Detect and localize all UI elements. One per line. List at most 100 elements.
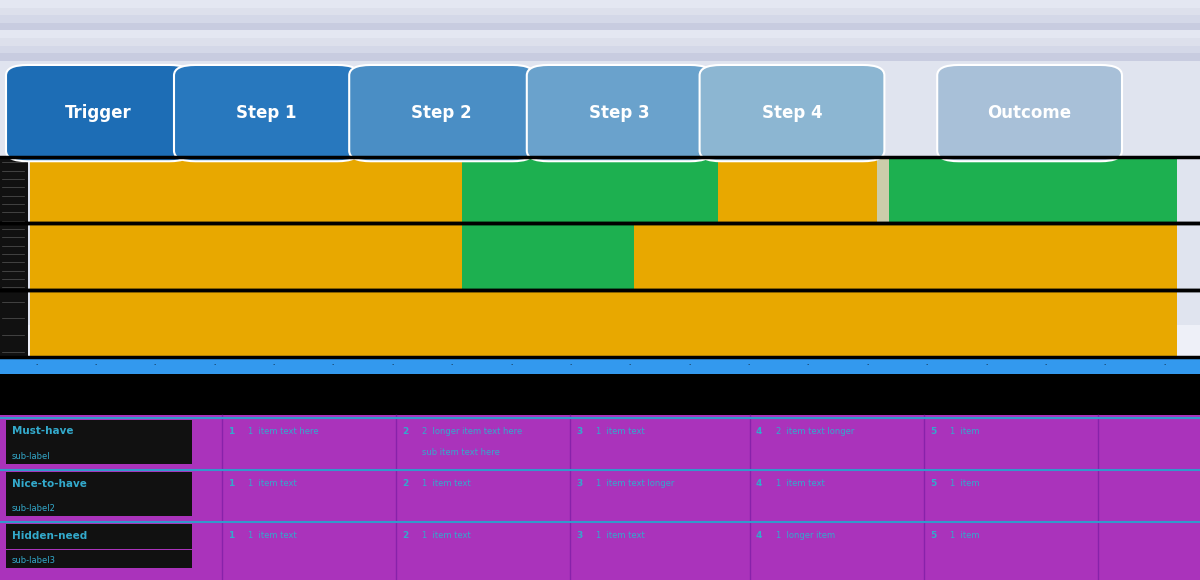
Text: ·: ·	[866, 362, 869, 368]
Text: 1: 1	[228, 427, 234, 436]
Bar	[0, 223, 28, 290]
Text: 5: 5	[930, 427, 936, 436]
Text: ·: ·	[806, 362, 809, 368]
Text: Step 4: Step 4	[762, 104, 822, 122]
FancyBboxPatch shape	[349, 65, 534, 161]
Text: Step 2: Step 2	[412, 104, 472, 122]
Text: 2  item text longer: 2 item text longer	[776, 427, 854, 436]
Bar	[0, 15, 1200, 23]
Text: sub item text here: sub item text here	[422, 448, 500, 456]
Text: 2: 2	[402, 427, 408, 436]
Bar	[508, 223, 634, 290]
Text: 1  item text: 1 item text	[248, 531, 298, 541]
Bar	[0, 8, 1200, 15]
Text: 1  item: 1 item	[950, 531, 980, 541]
Bar	[0, 357, 1200, 374]
Text: 2  longer item text here: 2 longer item text here	[422, 427, 523, 436]
Text: ·: ·	[510, 362, 512, 368]
Text: 3: 3	[576, 479, 582, 488]
Text: 1  item: 1 item	[950, 427, 980, 436]
Bar	[508, 157, 634, 223]
Bar	[462, 157, 508, 223]
Bar	[0, 23, 1200, 31]
Text: 1  item text: 1 item text	[422, 531, 472, 541]
Text: sub-label2: sub-label2	[12, 504, 56, 513]
Text: 3: 3	[576, 427, 582, 436]
Text: ·: ·	[569, 362, 571, 368]
Text: ·: ·	[1163, 362, 1165, 368]
Bar	[889, 157, 1177, 223]
Bar	[0, 38, 1200, 46]
Bar	[6, 524, 192, 549]
Text: ·: ·	[35, 362, 37, 368]
Bar	[0, 53, 1200, 61]
Bar	[634, 223, 718, 290]
Text: ·: ·	[985, 362, 988, 368]
Bar	[6, 472, 192, 497]
Text: 1  item text: 1 item text	[248, 479, 298, 488]
Text: 3: 3	[576, 531, 582, 541]
Text: 2: 2	[402, 531, 408, 541]
Text: ·: ·	[391, 362, 394, 368]
Bar	[0, 415, 1200, 580]
Bar	[6, 445, 192, 464]
Text: ·: ·	[1044, 362, 1046, 368]
Text: ·: ·	[450, 362, 452, 368]
Text: 4: 4	[756, 531, 762, 541]
FancyBboxPatch shape	[937, 65, 1122, 161]
Bar	[718, 223, 1177, 290]
Bar	[462, 223, 508, 290]
Bar	[0, 157, 28, 223]
Bar	[6, 420, 192, 445]
Text: 1: 1	[228, 531, 234, 541]
Bar	[0, 374, 1200, 415]
Text: ·: ·	[331, 362, 334, 368]
Bar	[30, 157, 462, 223]
Text: ·: ·	[212, 362, 215, 368]
Text: Must-have: Must-have	[12, 426, 73, 436]
Text: ·: ·	[1104, 362, 1105, 368]
Text: Trigger: Trigger	[65, 104, 132, 122]
FancyBboxPatch shape	[700, 65, 884, 161]
Text: ·: ·	[925, 362, 928, 368]
Text: ·: ·	[154, 362, 156, 368]
Text: 1  item text longer: 1 item text longer	[596, 479, 674, 488]
Bar	[0, 290, 28, 357]
Text: ·: ·	[629, 362, 631, 368]
Bar	[718, 157, 877, 223]
Bar	[6, 550, 192, 568]
Text: ·: ·	[272, 362, 275, 368]
Bar	[30, 290, 196, 357]
Bar	[0, 0, 1200, 325]
Bar	[0, 46, 1200, 53]
Bar	[0, 30, 1200, 38]
Text: 1  item text: 1 item text	[776, 479, 826, 488]
FancyBboxPatch shape	[527, 65, 712, 161]
Bar	[30, 223, 462, 290]
Text: 1  item: 1 item	[950, 479, 980, 488]
Text: Step 1: Step 1	[236, 104, 296, 122]
Text: 1  item text here: 1 item text here	[248, 427, 319, 436]
Text: 1  item text: 1 item text	[596, 427, 646, 436]
Text: 1  longer item: 1 longer item	[776, 531, 835, 541]
Bar	[634, 157, 718, 223]
Text: sub-label3: sub-label3	[12, 556, 56, 565]
Text: ·: ·	[95, 362, 96, 368]
Text: 1: 1	[228, 479, 234, 488]
Text: 4: 4	[756, 427, 762, 436]
Text: ·: ·	[688, 362, 690, 368]
Text: Outcome: Outcome	[988, 104, 1072, 122]
FancyBboxPatch shape	[6, 65, 191, 161]
Text: 5: 5	[930, 479, 936, 488]
Bar	[6, 498, 192, 516]
Text: Step 3: Step 3	[589, 104, 649, 122]
Text: 2: 2	[402, 479, 408, 488]
Text: Nice-to-have: Nice-to-have	[12, 478, 86, 488]
Text: sub-label: sub-label	[12, 452, 50, 461]
Text: 1  item text: 1 item text	[422, 479, 472, 488]
FancyBboxPatch shape	[174, 65, 359, 161]
Bar	[877, 157, 889, 223]
Text: ·: ·	[748, 362, 750, 368]
Bar	[0, 0, 1200, 8]
Text: 1  item text: 1 item text	[596, 531, 646, 541]
